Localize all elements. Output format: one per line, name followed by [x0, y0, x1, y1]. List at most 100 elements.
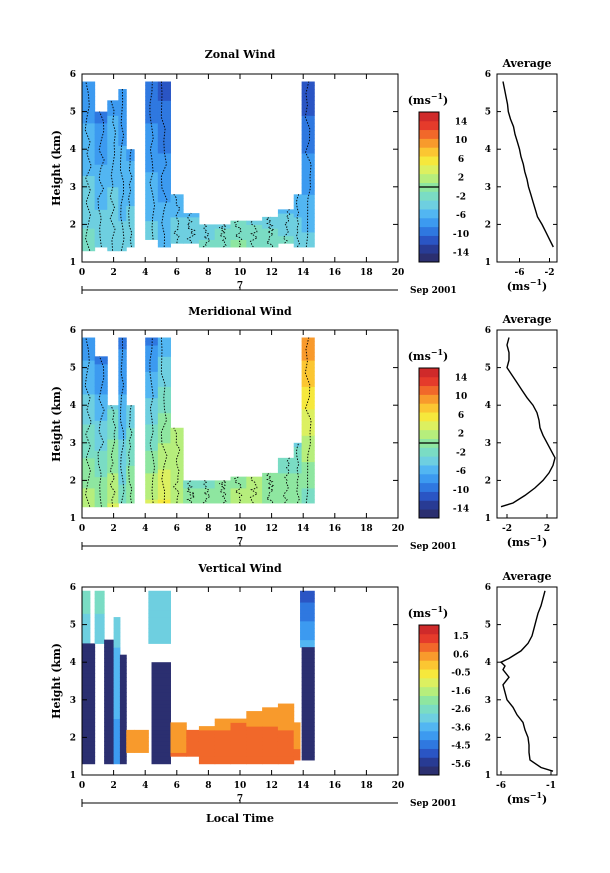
- panel-title: Zonal Wind: [205, 48, 276, 61]
- x-tick-label: 0: [79, 781, 85, 791]
- heatmap-cell: [118, 168, 127, 173]
- heatmap-cell: [82, 635, 91, 641]
- colorbar-band: [419, 500, 439, 510]
- heatmap-cell: [301, 134, 315, 139]
- heatmap-cell: [301, 122, 315, 128]
- heatmap-cell: [301, 81, 315, 86]
- heatmap-cell: [183, 224, 200, 229]
- heatmap-cell: [170, 239, 184, 244]
- heatmap-cell: [119, 759, 127, 765]
- heatmap-cell: [214, 239, 232, 244]
- heatmap-cell: [118, 345, 127, 350]
- heatmap-cell: [170, 741, 187, 746]
- heatmap-cell: [170, 729, 187, 735]
- heatmap-cell: [170, 446, 184, 451]
- heatmap-cell: [301, 722, 315, 727]
- heatmap-cell: [301, 231, 315, 237]
- heatmap-cell: [119, 714, 127, 720]
- heatmap-cell: [145, 216, 159, 222]
- heatmap-cell: [230, 487, 247, 493]
- heatmap-cell: [293, 205, 303, 210]
- heatmap-cell: [214, 495, 232, 500]
- heatmap-cell: [94, 213, 108, 218]
- heatmap-cell: [170, 454, 184, 459]
- y-tick-label: 3: [70, 696, 76, 706]
- average-y-tick-label: 6: [485, 326, 491, 336]
- heatmap-cell: [246, 499, 263, 504]
- colorbar-tick-label: 14: [455, 373, 468, 383]
- heatmap-cell: [151, 699, 171, 705]
- heatmap-cell: [151, 729, 171, 735]
- heatmap-cell: [198, 759, 216, 765]
- heatmap-cell: [301, 427, 315, 433]
- heatmap-cell: [157, 119, 171, 124]
- colorbar-band: [419, 191, 439, 201]
- heatmap-cell: [82, 378, 96, 384]
- colorbar-band: [419, 722, 439, 732]
- heatmap-cell: [293, 228, 303, 233]
- heatmap-cell: [107, 111, 119, 116]
- heatmap-cell: [126, 416, 135, 421]
- colorbar-band: [419, 394, 439, 404]
- heatmap-cell: [157, 382, 171, 387]
- heatmap-cell: [301, 89, 315, 94]
- contour-line: [304, 337, 312, 504]
- heatmap-cell: [170, 726, 187, 731]
- heatmap-cell: [145, 92, 159, 98]
- heatmap-cell: [82, 209, 96, 214]
- heatmap-cell: [126, 205, 135, 210]
- heatmap-cell: [301, 198, 315, 203]
- heatmap-cell: [113, 624, 121, 629]
- heatmap-cell: [214, 752, 232, 757]
- heatmap-cell: [301, 465, 315, 470]
- heatmap-cell: [145, 476, 159, 481]
- colorbar-unit: (ms−1): [408, 347, 449, 363]
- heatmap-cell: [198, 487, 216, 493]
- heatmap-cell: [262, 220, 279, 225]
- heatmap-cell: [145, 341, 159, 346]
- heatmap-cell: [301, 684, 315, 690]
- heatmap-cell: [107, 435, 119, 440]
- heatmap-cell: [151, 692, 171, 697]
- heatmap-cell: [94, 111, 108, 116]
- heatmap-cell: [104, 684, 115, 690]
- heatmap-cell: [145, 480, 159, 485]
- heatmap-cell: [170, 201, 184, 207]
- heatmap-cell: [104, 688, 115, 693]
- heatmap-cell: [301, 714, 315, 720]
- heatmap-cell: [293, 472, 303, 478]
- heatmap-cell: [119, 654, 127, 659]
- heatmap-cell: [170, 748, 187, 753]
- heatmap-cell: [145, 461, 159, 466]
- heatmap-cell: [301, 703, 315, 708]
- heatmap-cell: [301, 461, 315, 466]
- heatmap-cell: [94, 239, 108, 244]
- heatmap-cell: [118, 431, 127, 436]
- heatmap-cell: [157, 408, 171, 414]
- heatmap-cell: [82, 360, 96, 365]
- contour-line: [186, 212, 196, 244]
- heatmap-cell: [107, 454, 119, 459]
- colorbar-tick-label: -4.5: [451, 742, 470, 752]
- heatmap-cell: [230, 744, 247, 750]
- heatmap-cell: [82, 160, 96, 165]
- heatmap-cell: [301, 416, 315, 421]
- heatmap-cell: [126, 442, 135, 448]
- heatmap-cell: [118, 484, 127, 489]
- heatmap-cell: [151, 756, 171, 761]
- heatmap-cell: [94, 141, 108, 146]
- heatmap-cell: [145, 149, 159, 154]
- heatmap-cell: [82, 386, 96, 391]
- heatmap-cell: [145, 472, 159, 478]
- heatmap-cell: [118, 152, 127, 158]
- heatmap-cell: [148, 594, 171, 599]
- heatmap-cell: [198, 228, 216, 233]
- colorbar-band: [419, 420, 439, 431]
- heatmap-cell: [145, 367, 159, 372]
- heatmap-cell: [94, 450, 108, 455]
- heatmap-cell: [82, 476, 96, 481]
- heatmap-cell: [94, 495, 108, 500]
- heatmap-cell: [300, 620, 315, 626]
- colorbar-band: [419, 625, 439, 635]
